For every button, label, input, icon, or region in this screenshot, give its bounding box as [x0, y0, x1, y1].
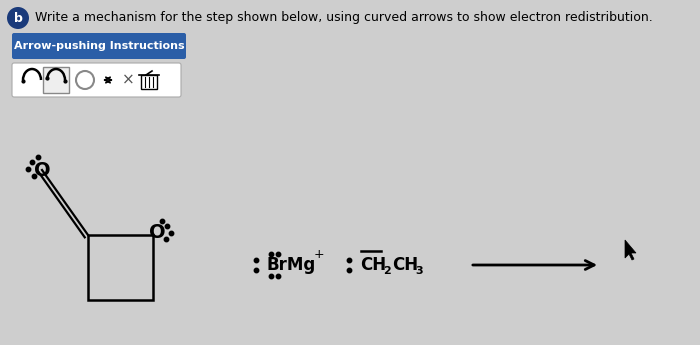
Text: O: O — [34, 160, 50, 179]
Bar — [43, 67, 69, 93]
Text: CH: CH — [360, 256, 386, 274]
Text: Arrow-pushing Instructions: Arrow-pushing Instructions — [14, 41, 184, 51]
Text: 3: 3 — [415, 266, 423, 276]
Polygon shape — [625, 240, 636, 260]
FancyBboxPatch shape — [12, 33, 186, 59]
Text: +: + — [314, 248, 324, 262]
Text: O: O — [148, 224, 165, 243]
Text: 2: 2 — [383, 266, 391, 276]
Bar — [141, 75, 157, 89]
FancyBboxPatch shape — [12, 63, 181, 97]
Text: CH: CH — [392, 256, 418, 274]
Text: b: b — [13, 11, 22, 24]
Text: ×: × — [122, 72, 134, 88]
Circle shape — [7, 7, 29, 29]
Text: BrMg: BrMg — [267, 256, 316, 274]
Text: Write a mechanism for the step shown below, using curved arrows to show electron: Write a mechanism for the step shown bel… — [35, 11, 652, 24]
